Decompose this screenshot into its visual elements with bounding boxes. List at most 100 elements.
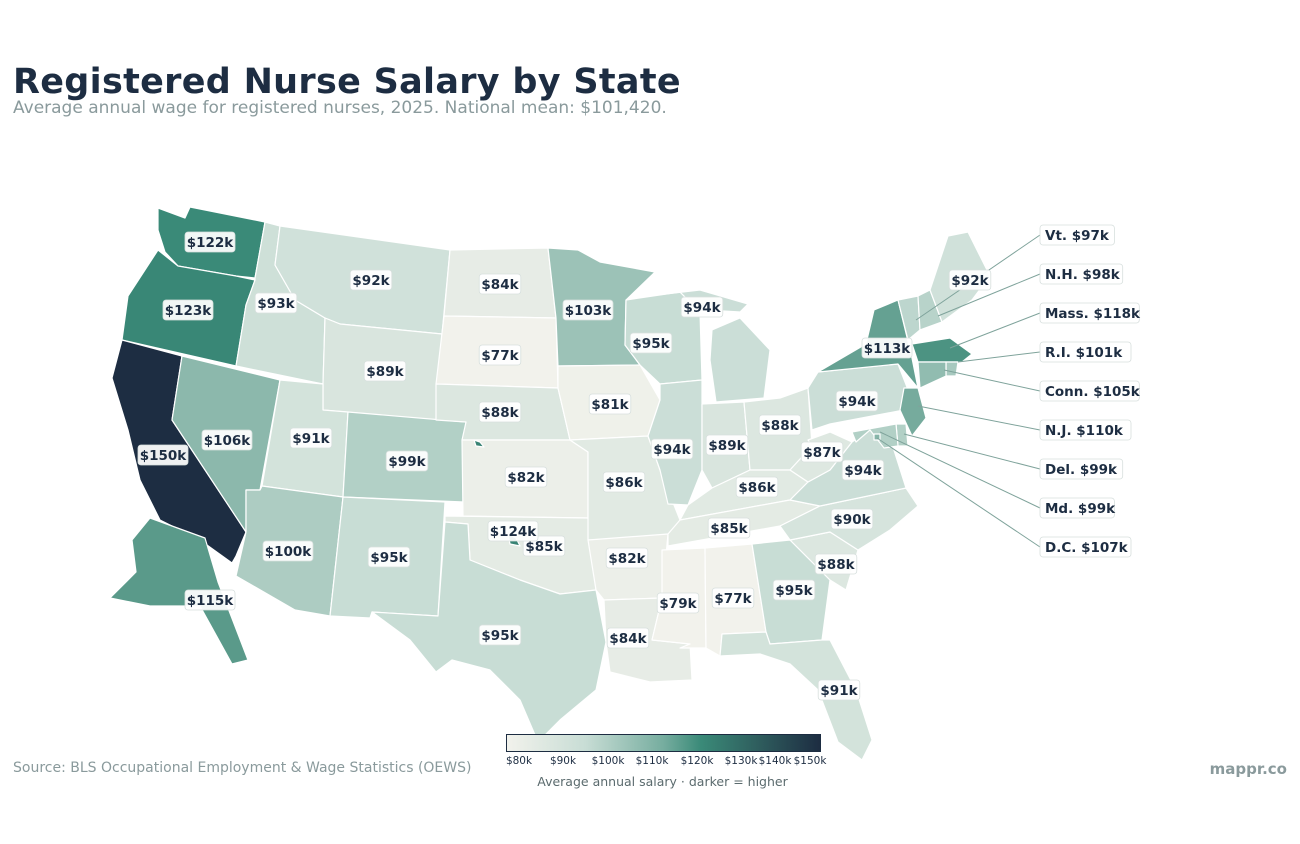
state-label-box	[367, 546, 411, 568]
state-label-box	[184, 589, 236, 611]
state-label-box	[835, 390, 879, 412]
state-label-box	[772, 579, 816, 601]
state-label-box	[385, 450, 429, 472]
state-value-label-in: $89k	[708, 438, 746, 454]
state-value-label-ia: $81k	[591, 397, 629, 413]
callout-label-md: Md. $99k	[1045, 501, 1116, 517]
callout-label-nh: N.H. $98k	[1045, 267, 1121, 283]
state-value-label-la: $84k	[609, 631, 647, 647]
state-value-label-mt: $92k	[352, 273, 390, 289]
callout-box	[1039, 302, 1140, 324]
state-value-label-az: $100k	[265, 544, 313, 560]
callout-label-vt: Vt. $97k	[1045, 228, 1110, 244]
callout-box	[1039, 536, 1132, 558]
state-label-box	[262, 540, 314, 562]
state-CT[interactable]	[917, 361, 947, 389]
state-value-label-oh: $88k	[761, 418, 799, 434]
state-label-box	[656, 592, 700, 614]
state-label-box	[814, 553, 858, 575]
state-MA[interactable]	[911, 337, 973, 363]
callout-label-ri: R.I. $101k	[1045, 345, 1123, 361]
state-label-box	[707, 517, 751, 539]
state-label-box	[948, 269, 992, 291]
callout-label-dc: D.C. $107k	[1045, 540, 1129, 556]
state-value-label-ok: $85k	[525, 539, 563, 555]
state-value-label-ne: $88k	[481, 405, 519, 421]
state-value-label-sc: $88k	[817, 557, 855, 573]
state-value-label-tn: $85k	[710, 521, 748, 537]
state-label-box	[861, 337, 913, 359]
state-label-box	[487, 520, 539, 542]
leader-line-ma	[949, 312, 1041, 349]
state-label-box	[562, 299, 614, 321]
callout-label-nj: N.J. $110k	[1045, 423, 1124, 439]
legend-tick: $120k	[680, 755, 714, 767]
state-label-box	[800, 441, 844, 463]
callout-box	[1039, 419, 1132, 441]
state-label-box	[841, 459, 885, 481]
map-subtitle: Average annual wage for registered nurse…	[13, 98, 667, 118]
state-value-label-wi: $95k	[632, 336, 670, 352]
state-label-box	[254, 292, 298, 314]
state-value-label-co: $99k	[388, 454, 426, 470]
callout-label-ct: Conn. $105k	[1045, 384, 1141, 400]
leader-line-dc	[876, 437, 1041, 548]
callout-box	[1039, 380, 1140, 402]
state-value-label-mo: $86k	[605, 475, 643, 491]
legend-tick: $130k	[724, 755, 758, 767]
state-label-box	[363, 360, 407, 382]
callout-box	[1039, 341, 1132, 363]
legend-tick: $110k	[635, 755, 669, 767]
leader-line-ct	[943, 369, 1041, 392]
northeast-callouts: Vt. $97k N.H. $98k Mass. $118k R.I. $101k Co…	[1039, 224, 1141, 558]
leader-line-nj	[917, 405, 1041, 431]
state-label-box	[606, 627, 650, 649]
state-value-label-mi: $94k	[683, 300, 721, 316]
state-value-label-sd: $77k	[481, 348, 519, 364]
state-label-box	[735, 476, 779, 498]
state-value-label-ny: $113k	[864, 341, 912, 357]
leader-line-nh	[937, 273, 1041, 317]
leader-line-de	[903, 433, 1041, 470]
state-value-label-nv: $106k	[204, 433, 252, 449]
state-label-box	[478, 624, 522, 646]
legend-gradient-bar	[506, 734, 821, 752]
state-value-label-tx: $95k	[481, 628, 519, 644]
state-label-box	[650, 438, 694, 460]
state-value-label-pa: $94k	[838, 394, 876, 410]
state-value-label-wa: $122k	[187, 235, 235, 251]
state-value-label-id: $93k	[257, 296, 295, 312]
legend-tick: $150k	[793, 755, 827, 767]
state-value-label-nm: $95k	[370, 550, 408, 566]
state-label-box	[711, 587, 755, 609]
state-value-label-wy: $89k	[366, 364, 404, 380]
callout-box	[1039, 458, 1124, 480]
callout-label-ma: Mass. $118k	[1045, 306, 1141, 322]
state-value-label-nc: $90k	[833, 512, 871, 528]
state-label-box	[705, 434, 749, 456]
state-value-label-fl: $91k	[820, 683, 858, 699]
state-value-label-al: $77k	[714, 591, 752, 607]
state-value-label-wv: $87k	[803, 445, 841, 461]
state-value-label-ar: $82k	[608, 551, 646, 567]
state-value-label-ak: $115k	[187, 593, 235, 609]
legend-tick: $100k	[591, 755, 625, 767]
callout-box	[1039, 224, 1115, 246]
state-label-box	[289, 427, 333, 449]
state-FL[interactable]	[719, 631, 873, 761]
state-label-box	[504, 466, 548, 488]
legend-tick: $80k	[505, 755, 533, 767]
state-value-label-or: $123k	[165, 303, 213, 319]
state-label-box	[758, 414, 802, 436]
legend-ticks: $80k $90k $100k $110k $120k $130k $140k …	[506, 752, 826, 770]
leader-line-md	[879, 431, 1041, 509]
state-label-box	[588, 393, 632, 415]
state-value-label-ms: $79k	[659, 596, 697, 612]
state-RI[interactable]	[945, 361, 959, 377]
state-label-box	[478, 273, 522, 295]
state-value-label-mn: $103k	[565, 303, 613, 319]
color-legend: $80k $90k $100k $110k $120k $130k $140k …	[506, 734, 826, 789]
state-label-box	[184, 231, 236, 253]
brand-logo-text: mappr.co	[1209, 760, 1287, 778]
state-value-label-ut: $91k	[292, 431, 330, 447]
